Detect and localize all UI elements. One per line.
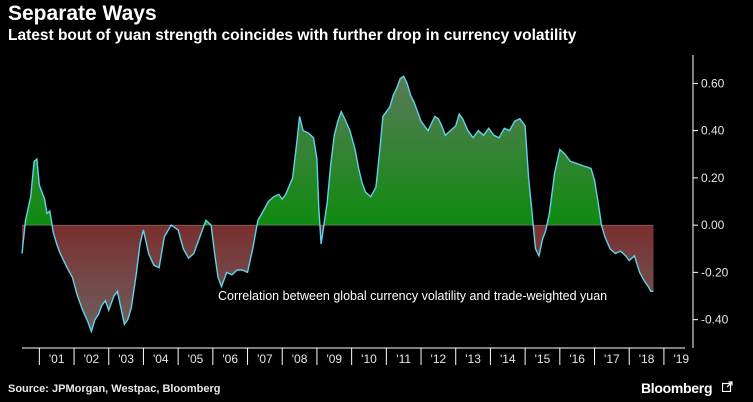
x-tick-label: '14: [500, 352, 516, 366]
y-tick-label: 0.00: [701, 218, 725, 232]
series-annotation: Correlation between global currency vola…: [218, 289, 607, 303]
y-tick-label: -0.40: [701, 313, 729, 327]
x-tick-label: '07: [257, 352, 273, 366]
x-tick-label: '02: [84, 352, 100, 366]
x-tick-label: '10: [361, 352, 377, 366]
plot-area: [21, 75, 654, 334]
x-tick-label: '18: [639, 352, 655, 366]
axes: 0.60 0.40 0.20 0.00 -0.20 -0.40 '01 '02 '03 '04 '0…: [22, 55, 729, 366]
y-tick-label: -0.20: [701, 265, 729, 279]
x-tick-label: '17: [604, 352, 620, 366]
chart-subtitle: Latest bout of yuan strength coincides w…: [8, 27, 577, 44]
x-tick-label: '01: [49, 352, 65, 366]
x-tick-label: '16: [569, 352, 585, 366]
x-tick-label: '09: [326, 352, 342, 366]
y-tick-label: 0.40: [701, 124, 725, 138]
x-tick-label: '19: [673, 352, 689, 366]
correlation-series-line: [21, 75, 654, 334]
y-tick-label: 0.60: [701, 76, 725, 90]
external-link-icon: [722, 381, 733, 392]
x-tick-label: '05: [188, 352, 204, 366]
y-tick-label: 0.20: [701, 171, 725, 185]
negative-area-fill: [22, 225, 654, 332]
x-tick-label: '15: [535, 352, 551, 366]
chart-title: Separate Ways: [8, 2, 157, 25]
x-tick-label: '13: [465, 352, 481, 366]
x-tick-label: '04: [153, 352, 169, 366]
brand-logo-text: Bloomberg: [641, 380, 713, 396]
x-tick-label: '08: [292, 352, 308, 366]
source-note: Source: JPMorgan, Westpac, Bloomberg: [8, 383, 221, 395]
x-tick-label: '06: [222, 352, 238, 366]
x-tick-label: '12: [431, 352, 447, 366]
x-tick-label: '03: [118, 352, 134, 366]
x-tick-label: '11: [396, 352, 411, 366]
positive-area-fill: [22, 76, 654, 226]
